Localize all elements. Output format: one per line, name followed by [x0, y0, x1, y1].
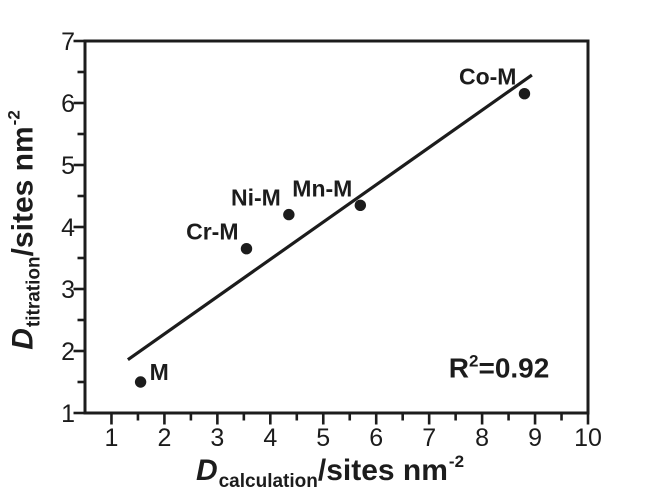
x-tick-label: 8 — [475, 424, 489, 452]
y-axis-title-superscript: -2 — [4, 110, 24, 126]
data-point — [240, 243, 253, 255]
y-tick-label: 3 — [61, 276, 75, 304]
x-tick-label: 2 — [157, 424, 171, 452]
y-tick-label: 4 — [61, 214, 75, 242]
fit-line — [126, 73, 533, 361]
x-tick-label: 1 — [105, 424, 119, 452]
y-axis-title-units: /sites nm — [6, 126, 40, 257]
point-label: Ni-M — [231, 185, 281, 211]
y-axis-title-subscript: titration — [23, 256, 45, 328]
y-tick-label: 5 — [61, 152, 75, 180]
r-squared-base: R — [448, 352, 469, 384]
point-label: Cr-M — [186, 219, 238, 245]
r-squared-value: =0.92 — [478, 352, 550, 384]
x-tick-label: 5 — [316, 424, 330, 452]
data-point — [354, 199, 367, 211]
y-tick-label: 7 — [61, 28, 75, 56]
x-tick-label: 6 — [369, 424, 383, 452]
plot-frame — [83, 39, 590, 415]
x-axis-title-symbol: D — [195, 454, 218, 487]
point-label: Co-M — [459, 64, 516, 90]
r-squared-superscript: 2 — [469, 351, 479, 371]
x-axis-title-subscript: calculation — [218, 471, 318, 492]
r-squared-annotation: R2=0.92 — [448, 351, 550, 384]
data-point — [518, 88, 531, 100]
x-axis-title: Dcalculation/sites nm-2 — [195, 452, 464, 492]
y-tick-label: 6 — [61, 90, 75, 118]
x-tick-label: 7 — [422, 424, 436, 452]
point-label: M — [150, 359, 169, 385]
y-tick-label: 1 — [61, 400, 75, 428]
y-axis-title: Dtitration/sites nm-2 — [5, 110, 45, 350]
x-axis-title-superscript: -2 — [448, 452, 465, 471]
y-axis-title-symbol: D — [6, 328, 40, 350]
x-tick-label: 4 — [263, 424, 277, 452]
data-point — [134, 376, 147, 388]
x-axis-title-units: /sites nm — [317, 454, 448, 487]
point-label: Mn-M — [292, 175, 352, 201]
x-tick-label: 10 — [574, 424, 602, 452]
y-tick-label: 2 — [61, 338, 75, 366]
x-tick-label: 3 — [210, 424, 224, 452]
x-tick-label: 9 — [528, 424, 542, 452]
data-point — [283, 208, 295, 221]
